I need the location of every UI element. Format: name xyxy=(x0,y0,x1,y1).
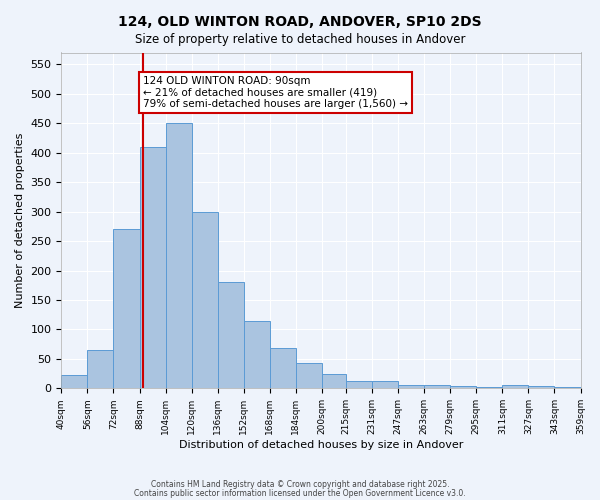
Bar xyxy=(191,212,218,388)
Bar xyxy=(166,123,191,388)
Bar xyxy=(296,363,322,388)
Bar xyxy=(398,385,424,388)
Bar xyxy=(88,350,113,389)
Text: Contains HM Land Registry data © Crown copyright and database right 2025.: Contains HM Land Registry data © Crown c… xyxy=(151,480,449,489)
Bar xyxy=(372,382,398,388)
Bar xyxy=(269,348,296,389)
Bar xyxy=(529,386,554,388)
Bar xyxy=(140,147,166,388)
Text: Size of property relative to detached houses in Andover: Size of property relative to detached ho… xyxy=(135,32,465,46)
X-axis label: Distribution of detached houses by size in Andover: Distribution of detached houses by size … xyxy=(179,440,463,450)
Bar xyxy=(502,386,529,388)
Y-axis label: Number of detached properties: Number of detached properties xyxy=(15,132,25,308)
Bar xyxy=(244,320,269,388)
Bar xyxy=(61,375,88,388)
Bar xyxy=(113,230,140,388)
Bar xyxy=(554,386,581,388)
Text: 124 OLD WINTON ROAD: 90sqm
← 21% of detached houses are smaller (419)
79% of sem: 124 OLD WINTON ROAD: 90sqm ← 21% of deta… xyxy=(143,76,408,110)
Bar xyxy=(424,386,451,388)
Bar xyxy=(451,386,476,388)
Bar xyxy=(218,282,244,389)
Bar xyxy=(322,374,346,388)
Text: Contains public sector information licensed under the Open Government Licence v3: Contains public sector information licen… xyxy=(134,489,466,498)
Bar xyxy=(476,386,502,388)
Bar xyxy=(346,380,372,388)
Text: 124, OLD WINTON ROAD, ANDOVER, SP10 2DS: 124, OLD WINTON ROAD, ANDOVER, SP10 2DS xyxy=(118,15,482,29)
